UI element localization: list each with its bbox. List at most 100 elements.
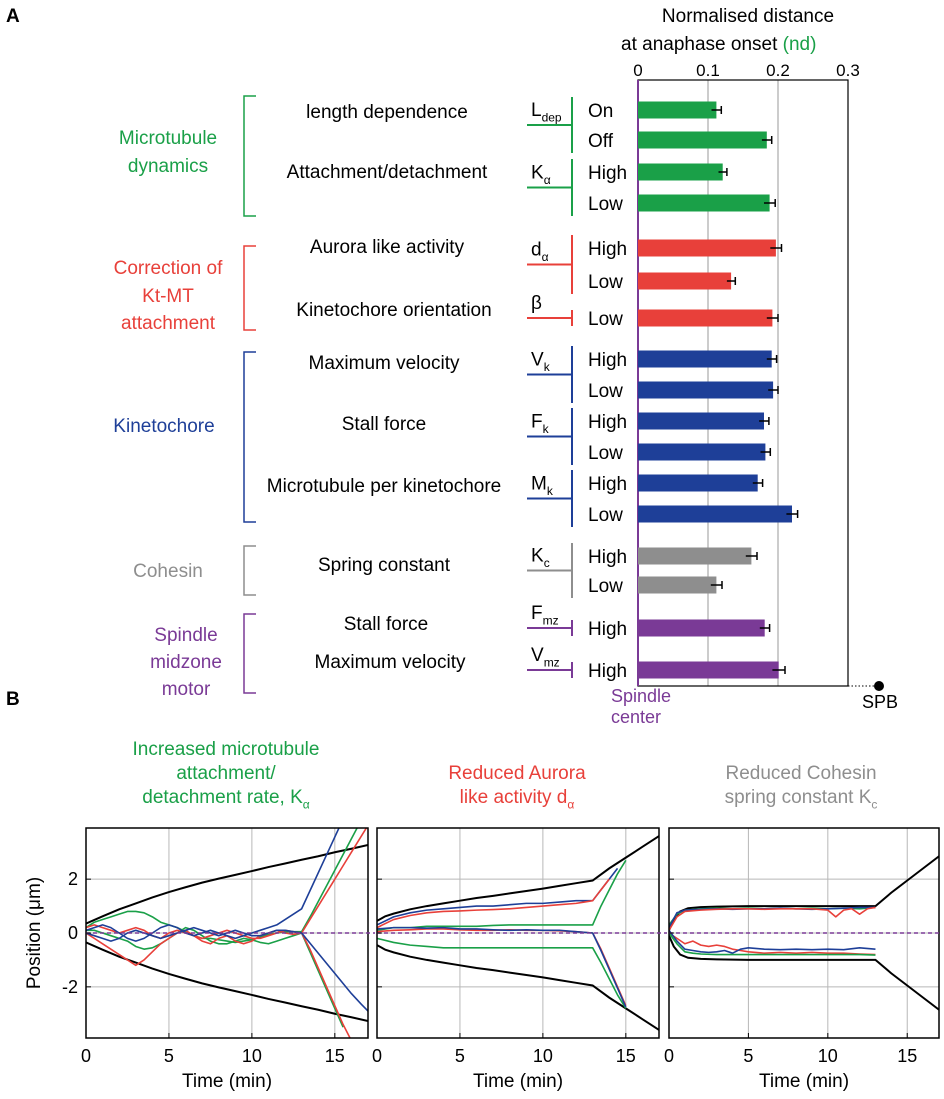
bar xyxy=(638,163,723,181)
x-tick-label: 5 xyxy=(164,1046,174,1066)
bar xyxy=(638,131,767,149)
bar xyxy=(638,661,779,679)
x-tick-label: 15 xyxy=(897,1046,917,1066)
parameter-symbol: dα xyxy=(531,240,549,265)
y-axis-label: Position (μm) xyxy=(24,877,45,989)
panel-b-label: B xyxy=(6,689,20,710)
bar xyxy=(638,350,772,368)
group-label: Cohesin xyxy=(133,561,203,582)
x-tick-label: 10 xyxy=(242,1046,262,1066)
bar-condition-label: High xyxy=(588,350,627,371)
spindle-pole-lower xyxy=(669,935,939,1011)
x-tick-label: 0 xyxy=(81,1046,91,1066)
spb-marker xyxy=(874,681,884,691)
x-tick-label: 10 xyxy=(533,1046,553,1066)
group-bracket xyxy=(243,95,256,217)
kinetochore-track xyxy=(377,937,627,1009)
group-label: Kinetochore xyxy=(113,416,214,437)
kinetochore-track xyxy=(669,929,876,954)
y-tick-label: 2 xyxy=(68,869,78,889)
group-bracket xyxy=(243,245,256,331)
bar-axis-tick-label: 0.1 xyxy=(696,61,720,80)
trajectory-title-line: attachment/ xyxy=(176,763,276,784)
spindle-pole-upper xyxy=(377,835,659,922)
panel-a-bar-chart: Normalised distance at anaphase onset (nd… xyxy=(113,6,898,727)
bar-condition-label: High xyxy=(588,412,627,433)
trajectory-title-line: Reduced Aurora xyxy=(448,763,586,784)
trajectory-plot-1: Increased microtubule attachment/detachme… xyxy=(24,739,375,1092)
parameter-label: Maximum velocity xyxy=(309,353,460,374)
bar-axis-tick-label: 0.3 xyxy=(836,61,860,80)
parameter-label: Kinetochore orientation xyxy=(296,300,491,321)
parameter-label: Stall force xyxy=(342,414,426,435)
bar-condition-label: Low xyxy=(588,443,623,464)
group-label: Kt-MT xyxy=(142,286,194,307)
kinetochore-track xyxy=(669,932,876,956)
kinetochore-track xyxy=(86,924,351,1038)
bar-chart-title-line2: at anaphase onset (nd) xyxy=(621,34,816,55)
x-axis-label: Time (min) xyxy=(759,1071,849,1092)
bar-chart-title-line1: Normalised distance xyxy=(662,6,834,27)
kinetochore-track xyxy=(86,828,359,944)
parameter-label: length dependence xyxy=(306,102,468,123)
bar xyxy=(638,576,717,594)
trajectory-title-line: Increased microtubule xyxy=(133,739,320,760)
trajectory-title-line: Reduced Cohesin xyxy=(725,763,876,784)
x-axis-label: Time (min) xyxy=(182,1071,272,1092)
bar xyxy=(638,443,766,461)
group-label: attachment xyxy=(121,313,216,334)
bar-condition-label: High xyxy=(588,547,627,568)
parameter-symbol: β xyxy=(531,293,542,314)
bar-axis-tick-label: 0 xyxy=(633,61,642,80)
parameter-symbol: Fmz xyxy=(531,603,559,628)
x-tick-label: 0 xyxy=(664,1046,674,1066)
bar-condition-label: On xyxy=(588,101,613,122)
trajectory-lines xyxy=(377,835,659,1031)
parameter-label: Spring constant xyxy=(318,555,451,576)
bar-condition-label: Low xyxy=(588,194,623,215)
parameter-label: Maximum velocity xyxy=(315,652,466,673)
x-tick-label: 0 xyxy=(372,1046,382,1066)
bar xyxy=(638,272,732,290)
kinetochore-track xyxy=(86,926,368,1012)
parameter-symbol: Ldep xyxy=(531,100,562,125)
spindle-pole-upper xyxy=(86,843,368,925)
bar-condition-label: Low xyxy=(588,505,623,526)
kinetochore-track xyxy=(86,926,344,1028)
bar xyxy=(638,547,752,565)
spindle-center-label-line2: center xyxy=(611,707,661,727)
trajectory-plot-2: Reduced Aurora like activity dα 0 5 10 15 Time… xyxy=(372,763,667,1092)
kinetochore-track xyxy=(377,928,627,1007)
spb-label: SPB xyxy=(862,692,898,712)
x-axis-label: Time (min) xyxy=(473,1071,563,1092)
group-label: Correction of xyxy=(114,258,223,279)
kinetochore-track xyxy=(377,878,610,929)
bar-condition-label: Off xyxy=(588,131,614,152)
bar-condition-label: High xyxy=(588,239,627,260)
bar xyxy=(638,239,776,257)
bar-condition-label: Low xyxy=(588,272,623,293)
bar-condition-label: High xyxy=(588,619,627,640)
bar-condition-label: High xyxy=(588,474,627,495)
bar xyxy=(638,194,770,212)
y-tick-label: 0 xyxy=(68,923,78,943)
x-tick-label: 5 xyxy=(743,1046,753,1066)
parameter-label: Microtubule per kinetochore xyxy=(267,476,501,497)
bar xyxy=(638,505,792,523)
group-bracket xyxy=(243,545,256,596)
group-bracket xyxy=(243,613,256,694)
group-label: Spindle xyxy=(154,625,217,646)
parameter-symbol: Fk xyxy=(531,412,550,437)
trajectory-title-line: detachment rate, Kα xyxy=(142,787,310,812)
kinetochore-track xyxy=(86,828,368,967)
bar-condition-label: Low xyxy=(588,309,623,330)
kinetochore-track xyxy=(86,828,340,942)
group-label: motor xyxy=(162,679,211,700)
bar xyxy=(638,309,773,327)
kinetochore-track xyxy=(669,932,876,956)
trajectory-lines xyxy=(669,855,939,1011)
group-bracket xyxy=(243,351,256,523)
parameter-symbol: Kα xyxy=(531,163,551,188)
y-tick-label: -2 xyxy=(62,977,78,997)
